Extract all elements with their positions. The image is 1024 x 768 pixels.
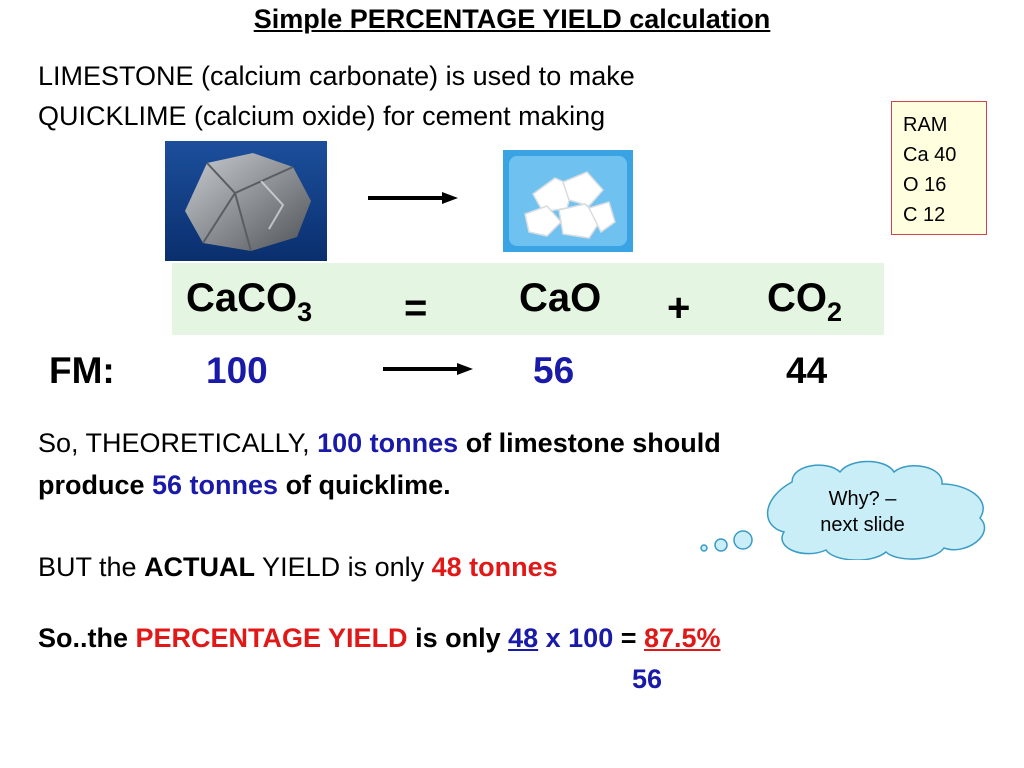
ram-c: C 12 (903, 204, 946, 226)
ram-o: O 16 (903, 174, 947, 196)
intro-line-1: LIMESTONE (calcium carbonate) is used to… (38, 61, 635, 91)
fm-co2: 44 (786, 350, 828, 391)
thought-line-2: next slide (820, 514, 905, 536)
equation-plus: + (667, 286, 691, 330)
intro-line-2: QUICKLIME (calcium oxide) for cement mak… (38, 101, 606, 131)
actual-yield-line: BUT the ACTUAL YIELD is only 48 tonnes (38, 552, 558, 582)
fm-arrow-icon (383, 363, 473, 375)
equation-reactant: CaCO3 (186, 276, 313, 327)
result-percentage: 87.5% (644, 623, 721, 653)
theory-line-1: So, THEORETICALLY, 100 tonnes of limesto… (38, 428, 721, 458)
numerator-48: 48 (508, 623, 539, 653)
slide-title: Simple PERCENTAGE YIELD calculation (253, 4, 771, 34)
thought-bubble (700, 460, 986, 560)
thought-line-1: Why? – (828, 488, 897, 510)
fm-cao: 56 (533, 350, 575, 391)
fm-label: FM: (49, 350, 115, 391)
percentage-yield-line: So..the PERCENTAGE YIELD is only 48 x 10… (38, 623, 721, 653)
denominator-56: 56 (632, 664, 663, 694)
equation-band (172, 263, 884, 335)
fm-caco3: 100 (206, 350, 268, 391)
ram-box: RAM Ca 40 O 16 C 12 (891, 101, 987, 235)
equation-equals: = (404, 286, 428, 330)
theory-line-2: produce 56 tonnes of quicklime. (38, 470, 451, 500)
ram-heading: RAM (903, 114, 948, 136)
reaction-arrow-icon (368, 192, 458, 204)
quicklime-image (503, 150, 633, 252)
thought-bubble-text: Why? – next slide (790, 486, 935, 538)
equation-product-co2: CO2 (767, 276, 843, 327)
intro-text: LIMESTONE (calcium carbonate) is used to… (38, 56, 635, 136)
limestone-image (165, 141, 327, 261)
equation-product-cao: CaO (519, 276, 602, 320)
ram-ca: Ca 40 (903, 144, 957, 166)
